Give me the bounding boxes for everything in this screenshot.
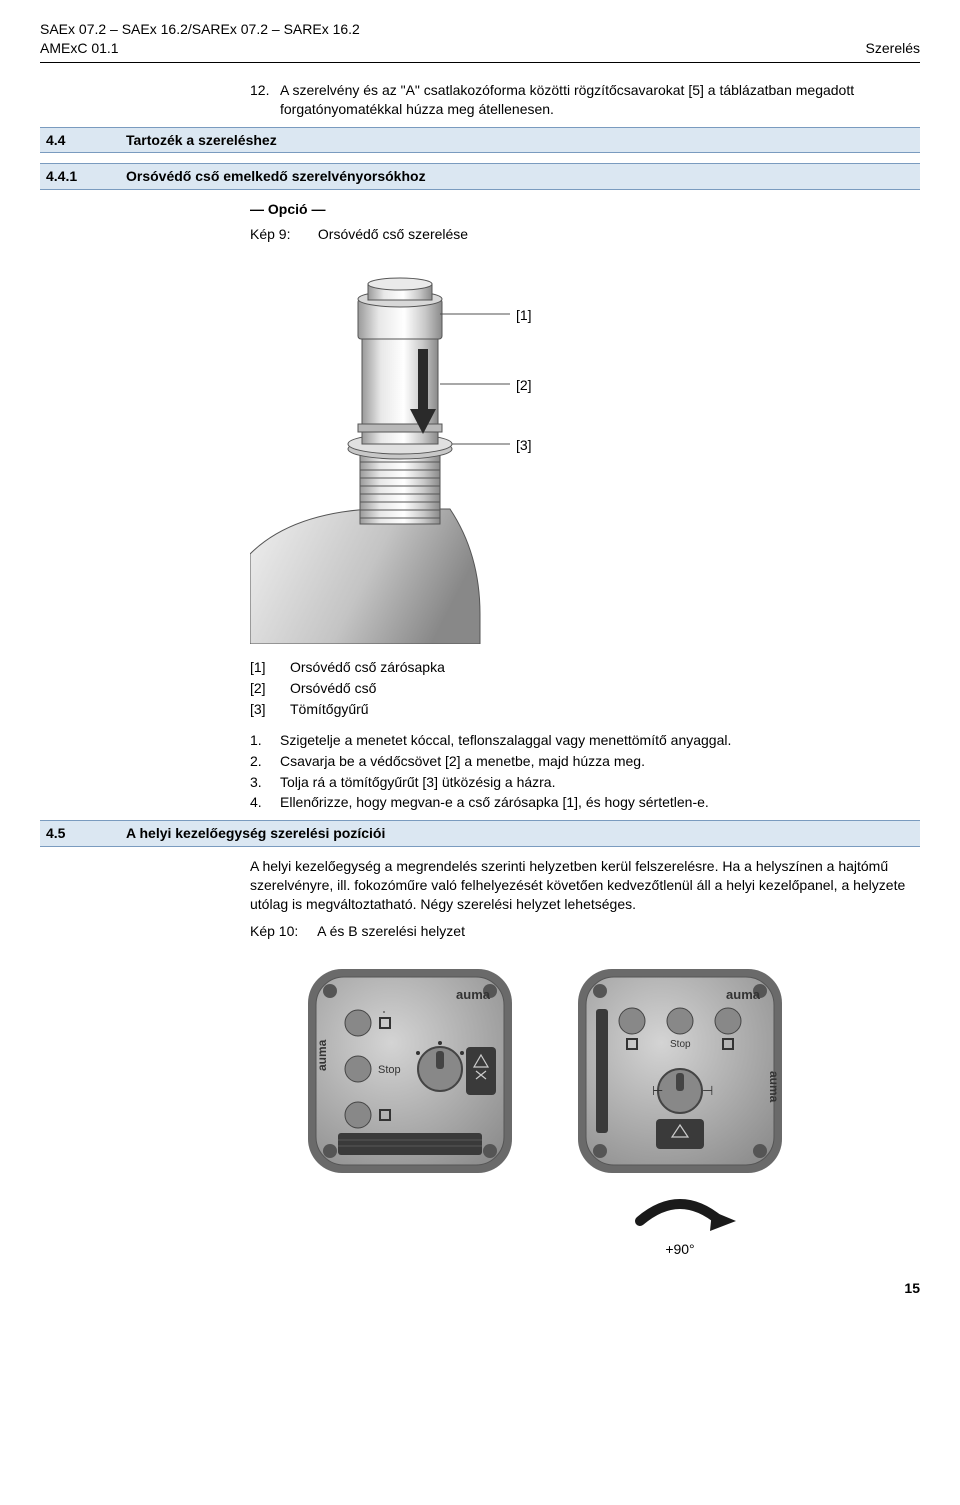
- figure-10: auma auma Stop: [170, 951, 920, 1259]
- product-line-1: SAEx 07.2 – SAEx 16.2/SAREx 07.2 – SAREx…: [40, 20, 360, 39]
- step-number: 12.: [250, 81, 280, 119]
- legend-key: [2]: [250, 679, 290, 698]
- rotation-arrow-icon: [560, 1191, 800, 1231]
- brand-label: auma: [456, 987, 491, 1002]
- section-number: 4.4.1: [46, 167, 126, 186]
- rotation-label: +90°: [560, 1240, 800, 1259]
- section-4-4-1: 4.4.1 Orsóvédő cső emelkedő szerelvényor…: [40, 163, 920, 190]
- brand-label-side: auma: [767, 1071, 781, 1103]
- step-item: 4. Ellenőrizze, hogy megvan-e a cső záró…: [250, 793, 920, 812]
- section-4-4: 4.4 Tartozék a szereléshez: [40, 127, 920, 154]
- figure-callout: [2]: [516, 376, 532, 395]
- figure-caption-text: A és B szerelési helyzet: [317, 923, 465, 939]
- product-code: SAEx 07.2 – SAEx 16.2/SAREx 07.2 – SAREx…: [40, 20, 360, 58]
- svg-text:⊢: ⊢: [652, 1083, 663, 1098]
- figure-label: Kép 9:: [250, 225, 314, 244]
- figure-callout: [1]: [516, 306, 532, 325]
- step-text: Ellenőrizze, hogy megvan-e a cső zárósap…: [280, 793, 920, 812]
- step-text: Tolja rá a tömítőgyűrűt [3] ütközésig a …: [280, 773, 920, 792]
- section-title: Orsóvédő cső emelkedő szerelvényorsókhoz: [126, 167, 914, 186]
- figure-9-svg: [250, 254, 630, 644]
- legend-item: [1] Orsóvédő cső zárósapka: [250, 658, 920, 677]
- figure-9-caption: Kép 9: Orsóvédő cső szerelése: [250, 225, 920, 244]
- section-number: 4.5: [46, 824, 126, 843]
- brand-label-side: auma: [315, 1039, 329, 1071]
- step-number: 3.: [250, 773, 280, 792]
- steps-list: 1. Szigetelje a menetet kóccal, teflonsz…: [250, 731, 920, 813]
- step-number: 2.: [250, 752, 280, 771]
- figure-caption-text: Orsóvédő cső szerelése: [318, 226, 468, 242]
- option-label: — Opció —: [250, 200, 920, 219]
- page-header: SAEx 07.2 – SAEx 16.2/SAREx 07.2 – SAREx…: [40, 20, 920, 63]
- brand-label: auma: [726, 987, 761, 1002]
- step-number: 4.: [250, 793, 280, 812]
- step-number: 1.: [250, 731, 280, 750]
- figure-10-caption: Kép 10: A és B szerelési helyzet: [250, 922, 920, 941]
- panel-a-svg: auma auma Stop: [290, 951, 530, 1191]
- figure-label: Kép 10:: [250, 922, 314, 941]
- legend-val: Orsóvédő cső: [290, 679, 920, 698]
- step-text: Csavarja be a védőcsövet [2] a menetbe, …: [280, 752, 920, 771]
- panel-a: auma auma Stop: [290, 951, 530, 1191]
- step-item: 12. A szerelvény és az "A" csatlakozófor…: [250, 81, 920, 119]
- svg-text:Stop: Stop: [670, 1039, 691, 1050]
- legend-val: Tömítőgyűrű: [290, 700, 920, 719]
- step-12-block: 12. A szerelvény és az "A" csatlakozófor…: [250, 81, 920, 119]
- legend-val: Orsóvédő cső zárósapka: [290, 658, 920, 677]
- section-4-5: 4.5 A helyi kezelőegység szerelési pozíc…: [40, 820, 920, 847]
- section-name: Szerelés: [866, 39, 920, 58]
- figure-9-legend: [1] Orsóvédő cső zárósapka [2] Orsóvédő …: [250, 658, 920, 719]
- figure-9: [1] [2] [3]: [250, 254, 630, 644]
- panel-b-svg: auma auma Stop ⊢ ⊣: [560, 951, 800, 1191]
- legend-item: [2] Orsóvédő cső: [250, 679, 920, 698]
- panel-b: auma auma Stop ⊢ ⊣ +90°: [560, 951, 800, 1259]
- paragraph-4-5: A helyi kezelőegység a megrendelés szeri…: [250, 857, 920, 914]
- section-title: Tartozék a szereléshez: [126, 131, 914, 150]
- product-line-2: AMExC 01.1: [40, 39, 360, 58]
- legend-key: [1]: [250, 658, 290, 677]
- step-text: A szerelvény és az "A" csatlakozóforma k…: [280, 81, 920, 119]
- legend-key: [3]: [250, 700, 290, 719]
- page-number: 15: [40, 1279, 920, 1298]
- svg-text:Stop: Stop: [378, 1064, 401, 1076]
- figure-callout: [3]: [516, 436, 532, 455]
- step-item: 1. Szigetelje a menetet kóccal, teflonsz…: [250, 731, 920, 750]
- step-item: 3. Tolja rá a tömítőgyűrűt [3] ütközésig…: [250, 773, 920, 792]
- step-text: Szigetelje a menetet kóccal, teflonszala…: [280, 731, 920, 750]
- section-title: A helyi kezelőegység szerelési pozíciói: [126, 824, 914, 843]
- section-number: 4.4: [46, 131, 126, 150]
- legend-item: [3] Tömítőgyűrű: [250, 700, 920, 719]
- step-item: 2. Csavarja be a védőcsövet [2] a menetb…: [250, 752, 920, 771]
- svg-text:⊣: ⊣: [702, 1083, 713, 1098]
